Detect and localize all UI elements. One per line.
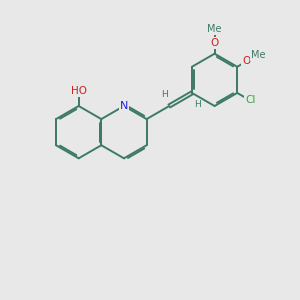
Text: O: O	[210, 38, 219, 48]
Text: H: H	[161, 90, 167, 99]
Text: Me: Me	[207, 24, 222, 34]
Text: HO: HO	[71, 85, 87, 96]
Text: N: N	[120, 101, 128, 111]
Text: Cl: Cl	[245, 95, 255, 105]
Text: Me: Me	[251, 50, 266, 60]
Text: H: H	[194, 100, 200, 109]
Text: O: O	[242, 56, 250, 66]
